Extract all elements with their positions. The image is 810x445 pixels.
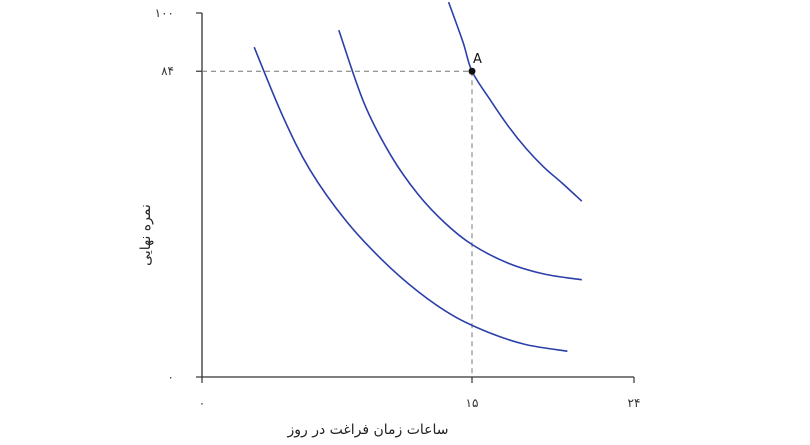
point-a-label: A bbox=[473, 52, 482, 67]
indifference-curve-1 bbox=[253, 46, 568, 352]
axes bbox=[201, 13, 634, 378]
axis-ticks: ۰ ۱۵ ۲۴ ۰ ۸۴ ۱۰۰ bbox=[155, 6, 641, 410]
y-tick-label: ۰ bbox=[168, 370, 174, 384]
curves bbox=[253, 1, 583, 352]
point-marker-group: A bbox=[468, 52, 482, 75]
indifference-curve-3 bbox=[447, 1, 583, 202]
guide-lines bbox=[202, 70, 473, 377]
y-tick-label: ۸۴ bbox=[161, 64, 174, 78]
indifference-curve-2 bbox=[338, 29, 582, 281]
y-axis-label: نمره نهایی bbox=[138, 204, 154, 266]
y-tick-label: ۱۰۰ bbox=[155, 6, 174, 20]
x-tick-label: ۲۴ bbox=[628, 396, 641, 410]
point-a-marker bbox=[468, 67, 476, 75]
x-tick-label: ۱۵ bbox=[466, 396, 479, 410]
x-tick-label: ۰ bbox=[199, 396, 205, 410]
x-axis-label: ساعات زمان فراغت در روز bbox=[286, 422, 448, 438]
